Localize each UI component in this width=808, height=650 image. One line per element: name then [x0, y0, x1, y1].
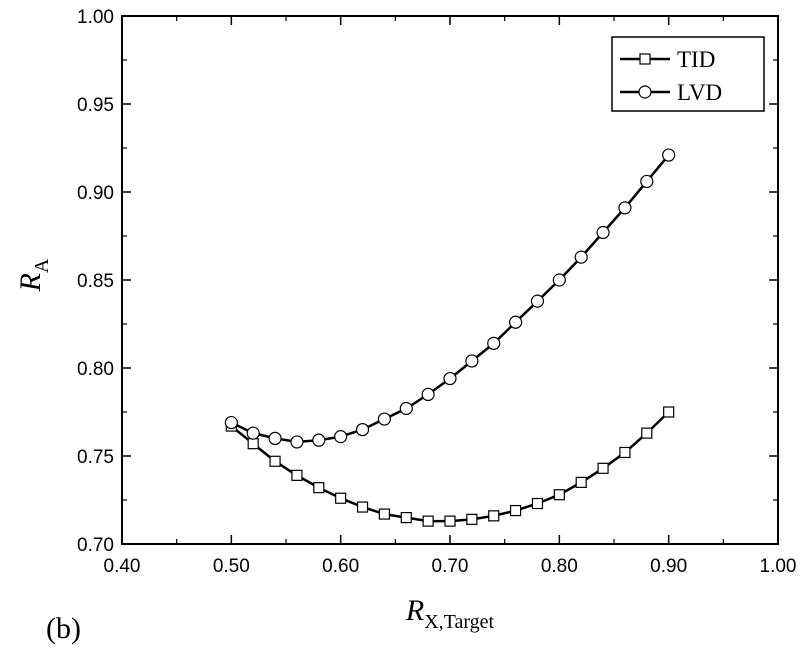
data-point-lvd [312, 433, 326, 447]
legend-label-tid: TID [677, 47, 715, 72]
y-tick-label: 0.95 [77, 95, 114, 116]
data-point-tid [335, 492, 347, 504]
y-tick-label: 1.00 [77, 7, 114, 28]
data-point-lvd [508, 315, 523, 329]
data-point-lvd [334, 430, 348, 444]
legend-box [611, 36, 765, 112]
y-tick-label: 0.90 [77, 183, 114, 204]
y-tick-label: 0.75 [77, 447, 114, 468]
data-point-tid [466, 513, 478, 525]
data-point-tid [641, 427, 653, 439]
data-point-lvd [377, 412, 391, 426]
data-point-tid [575, 476, 587, 488]
data-point-lvd [530, 294, 545, 308]
data-point-tid [356, 501, 369, 513]
data-point-tid [597, 462, 609, 474]
y-axis-ticks: 0.70 0.75 0.80 0.85 0.90 0.95 1.00 [77, 7, 778, 556]
data-point-tid [400, 511, 412, 524]
y-axis-label: RA [14, 258, 53, 292]
x-axis-label: RX,Target [405, 594, 495, 633]
data-point-lvd [246, 426, 260, 440]
panel-label: (b) [46, 612, 81, 645]
data-point-lvd [224, 415, 238, 430]
y-tick-label: 0.85 [77, 271, 114, 292]
x-tick-label: 0.60 [322, 556, 359, 577]
data-point-tid [488, 510, 500, 522]
data-point-lvd [290, 435, 304, 449]
y-tick-label: 0.70 [77, 535, 114, 556]
legend-marker-lvd [638, 85, 652, 99]
series-layer [224, 148, 676, 527]
data-point-lvd [399, 401, 413, 416]
data-point-lvd [618, 201, 632, 215]
data-point-lvd [465, 354, 479, 368]
legend: TID LVD [611, 36, 765, 112]
x-tick-label: 1.00 [760, 556, 797, 577]
data-point-tid [444, 515, 456, 527]
data-point-lvd [355, 423, 370, 437]
data-point-lvd [552, 273, 566, 287]
data-point-lvd [574, 250, 588, 264]
x-tick-label: 0.50 [213, 556, 250, 577]
data-point-tid [313, 482, 325, 494]
data-point-tid [663, 406, 675, 418]
data-point-lvd [268, 431, 282, 445]
data-point-tid [291, 469, 303, 481]
data-point-lvd [662, 148, 676, 162]
legend-marker-tid [639, 53, 651, 65]
x-tick-label: 0.40 [104, 556, 141, 577]
data-point-tid [531, 497, 544, 510]
data-point-lvd [443, 371, 457, 386]
data-point-tid [619, 446, 631, 459]
data-point-tid [378, 508, 390, 520]
data-point-tid [422, 515, 434, 527]
data-point-tid [553, 489, 565, 501]
data-point-tid [247, 438, 259, 450]
data-point-tid [510, 504, 522, 517]
data-point-tid [269, 455, 281, 467]
y-tick-label: 0.80 [77, 359, 114, 380]
x-axis-ticks: 0.40 0.50 0.60 0.70 0.80 0.90 1.00 [104, 16, 797, 577]
data-point-lvd [421, 387, 435, 401]
x-tick-label: 0.80 [541, 556, 578, 577]
data-point-lvd [640, 174, 654, 189]
data-point-lvd [596, 225, 610, 240]
x-tick-label: 0.70 [432, 556, 469, 577]
data-point-lvd [487, 336, 501, 350]
series-line-lvd [230, 154, 670, 444]
x-tick-label: 0.90 [650, 556, 687, 577]
legend-label-lvd: LVD [677, 80, 722, 105]
